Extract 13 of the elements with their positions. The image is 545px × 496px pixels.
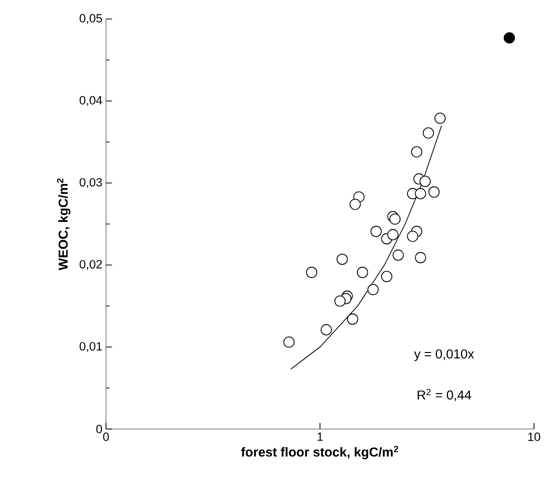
y-tick-label: 0 <box>96 424 102 434</box>
y-tick-label: 0,04 <box>80 96 102 106</box>
x-axis-title: forest floor stock, kgC/m$^{2}$ <box>241 446 398 460</box>
x-tick-label: 0 <box>103 432 109 441</box>
annotation: y = 0,010x <box>414 349 474 362</box>
x-tick-label: 1 <box>318 432 323 441</box>
x-tick-label: 10 <box>528 432 540 441</box>
y-tick-label: 0,01 <box>80 342 102 352</box>
y-tick-label: 0,05 <box>80 14 102 24</box>
annotation: R$^{2}$ = 0,44 <box>418 388 472 402</box>
y-tick-label: 0,02 <box>80 260 102 270</box>
y-tick-label: 0,03 <box>80 178 102 188</box>
y-axis-title: WEOC, kgC/m$^{2}$ <box>56 178 70 270</box>
